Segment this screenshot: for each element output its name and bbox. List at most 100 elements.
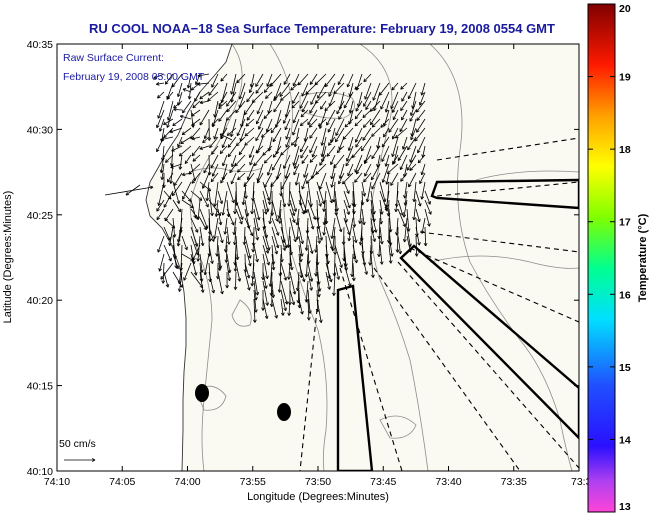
annotation-line-2: February 19, 2008 05:00 GMT (63, 71, 205, 83)
current-vector (370, 226, 377, 242)
current-vector (331, 226, 336, 252)
current-vector (287, 181, 291, 207)
current-vector (268, 208, 273, 225)
current-vector (416, 109, 426, 121)
current-vector (163, 190, 172, 200)
current-vector (212, 217, 219, 240)
current-vector (287, 298, 292, 316)
current-vector (371, 118, 381, 128)
current-vector (160, 136, 174, 141)
current-vector (330, 154, 336, 166)
current-vector (415, 226, 421, 246)
scale-label: 50 cm/s (59, 438, 96, 450)
current-vector (325, 181, 334, 204)
current-vector (289, 208, 296, 223)
current-vector (197, 73, 210, 78)
current-vector (271, 199, 279, 222)
current-vector (284, 118, 291, 131)
current-vector (263, 82, 273, 93)
current-vector (300, 145, 309, 159)
current-vector (310, 91, 318, 105)
colorbar-label: Temperature (°C) (637, 213, 649, 302)
current-vector (194, 91, 201, 102)
current-vector (307, 208, 315, 230)
x-tick-label: 74:05 (109, 476, 135, 488)
current-vector (338, 109, 345, 120)
current-vector (347, 136, 354, 152)
current-vector (369, 109, 381, 126)
current-vector (227, 136, 237, 148)
current-vector (335, 127, 345, 143)
current-vector (160, 163, 165, 180)
current-vector (183, 262, 192, 281)
current-vector (221, 136, 228, 149)
current-vector (199, 145, 210, 150)
current-vector (220, 172, 228, 184)
current-vector (218, 100, 228, 109)
current-vector (262, 235, 270, 254)
current-vector (262, 244, 271, 266)
current-vector (322, 217, 327, 236)
current-vector (363, 172, 372, 183)
x-tick-label: 73:3 (571, 476, 592, 488)
current-vector (317, 82, 327, 99)
current-vector (168, 226, 174, 247)
current-vector (164, 73, 174, 85)
radial-dashed-line (299, 299, 319, 471)
current-vector (199, 271, 205, 293)
current-vector (256, 172, 264, 184)
current-vector (368, 244, 372, 266)
current-vector (186, 73, 192, 89)
current-vector (358, 226, 363, 246)
current-vector (409, 145, 417, 163)
current-vector (169, 127, 183, 134)
current-vector (182, 100, 192, 114)
current-vector (423, 226, 428, 247)
current-vector (401, 136, 408, 150)
current-vector (265, 91, 273, 99)
current-vector (199, 190, 209, 208)
current-vector (401, 91, 408, 102)
current-vector (328, 82, 336, 97)
current-vector (217, 226, 224, 244)
current-vector (226, 208, 235, 226)
current-vector (271, 226, 280, 249)
current-vector (371, 145, 381, 160)
current-vector (407, 136, 417, 151)
x-tick-label: 73:50 (305, 476, 331, 488)
current-vector (305, 172, 318, 184)
current-vector (280, 190, 287, 208)
current-vector (238, 145, 246, 156)
current-vector (395, 226, 400, 253)
current-vector (173, 107, 183, 112)
current-vector (218, 109, 228, 122)
current-vector (412, 199, 417, 221)
current-vector (351, 262, 356, 282)
current-vector (355, 100, 363, 112)
current-vector (380, 118, 390, 128)
current-vector (306, 298, 311, 321)
current-vector (412, 181, 417, 203)
current-vector (163, 226, 171, 241)
current-vector (343, 217, 351, 235)
radial-dashed-line (436, 181, 579, 197)
y-tick-label: 40:30 (27, 124, 53, 136)
current-vector (295, 217, 300, 240)
colorbar-tick-label: 18 (619, 144, 631, 156)
current-vector (170, 163, 183, 169)
current-vector (261, 127, 273, 138)
current-vector (319, 154, 327, 166)
current-vector (361, 253, 369, 275)
current-vector (263, 109, 273, 119)
current-vector (280, 91, 291, 101)
current-vector (416, 136, 426, 154)
current-vector (248, 145, 255, 158)
current-vector (307, 109, 318, 126)
current-vector (400, 100, 408, 112)
current-vector (377, 235, 381, 258)
current-vector (191, 172, 201, 184)
current-vector (250, 190, 255, 215)
current-vector (400, 172, 408, 182)
current-vector (364, 154, 372, 164)
current-vector (210, 154, 219, 169)
